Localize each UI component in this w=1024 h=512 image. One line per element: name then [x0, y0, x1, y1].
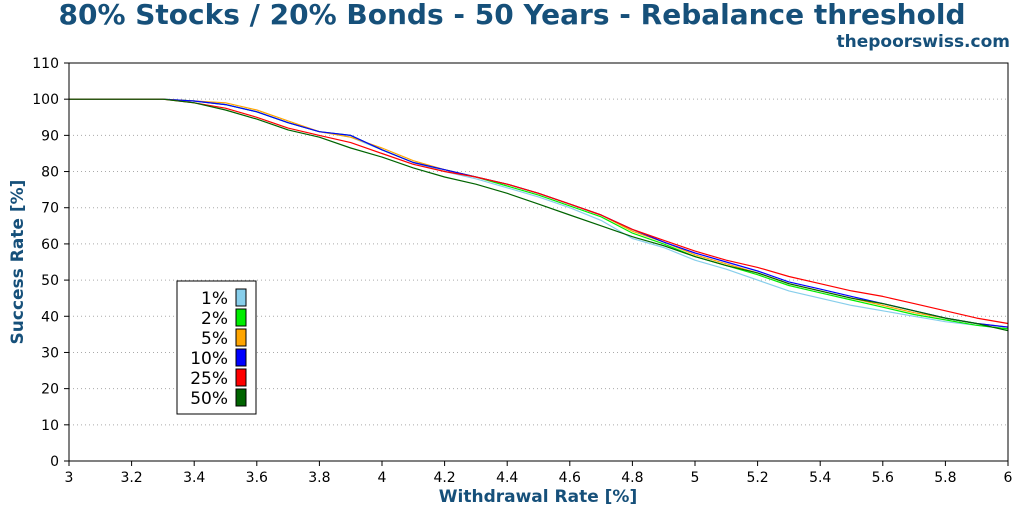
y-tick-label: 0 — [50, 454, 59, 470]
x-tick-label: 4.4 — [496, 470, 518, 486]
x-tick-label: 5 — [691, 470, 700, 486]
x-axis-ticks: 3 3.2 3.4 3.6 3.8 4 4.2 4.4 4.6 4.8 5 5.2 5.4 5.6 5.8 6 — [65, 461, 1013, 486]
x-tick-label: 3.8 — [308, 470, 330, 486]
y-tick-label: 80 — [41, 165, 59, 181]
x-tick-label: 6 — [1004, 470, 1013, 486]
legend-swatch — [235, 368, 247, 387]
series-lines — [69, 98, 1009, 332]
y-tick-label: 30 — [41, 345, 59, 361]
x-tick-label: 3.2 — [120, 470, 142, 486]
y-tick-label: 50 — [41, 273, 59, 289]
y-tick-label: 40 — [41, 309, 59, 325]
y-axis-label: Success Rate [%] — [8, 180, 28, 345]
y-tick-label: 90 — [41, 128, 59, 144]
x-tick-label: 3 — [65, 470, 74, 486]
legend-label: 5% — [201, 329, 228, 349]
x-tick-label: 3.4 — [183, 470, 205, 486]
legend-swatch — [235, 388, 247, 407]
legend-label: 1% — [201, 289, 228, 309]
y-tick-label: 20 — [41, 382, 59, 398]
x-tick-label: 5.6 — [872, 470, 894, 486]
plot-frame — [68, 62, 1009, 462]
site-credit: thepoorswiss.com — [836, 32, 1011, 52]
y-tick-label: 10 — [41, 418, 59, 434]
y-axis-ticks: 0 10 20 30 40 50 60 70 80 90 100 110 — [32, 56, 69, 470]
x-tick-label: 4.2 — [433, 470, 455, 486]
y-tick-label: 70 — [41, 201, 59, 217]
legend-label: 10% — [190, 349, 228, 369]
x-tick-label: 4 — [378, 470, 387, 486]
legend-label: 2% — [201, 309, 228, 329]
x-tick-label: 5.8 — [934, 470, 956, 486]
y-tick-label: 110 — [32, 56, 59, 72]
x-tick-label: 5.4 — [809, 470, 831, 486]
series-line-25pct — [69, 98, 1009, 325]
legend-label: 25% — [190, 369, 228, 389]
legend: 1%2%5%10%25%50% — [176, 280, 257, 415]
x-tick-label: 5.2 — [746, 470, 768, 486]
x-tick-label: 3.6 — [246, 470, 268, 486]
x-tick-label: 4.8 — [621, 470, 643, 486]
legend-swatch — [235, 328, 247, 347]
y-tick-label: 100 — [32, 92, 59, 108]
series-line-50pct — [69, 98, 1009, 332]
legend-swatch — [235, 288, 247, 307]
y-tick-label: 60 — [41, 237, 59, 253]
x-axis-label: Withdrawal Rate [%] — [439, 487, 637, 507]
legend-swatch — [235, 308, 247, 327]
legend-swatch — [235, 348, 247, 367]
chart-title: 80% Stocks / 20% Bonds - 50 Years - Reba… — [58, 0, 966, 31]
legend-label: 50% — [190, 389, 228, 409]
x-tick-label: 4.6 — [559, 470, 581, 486]
